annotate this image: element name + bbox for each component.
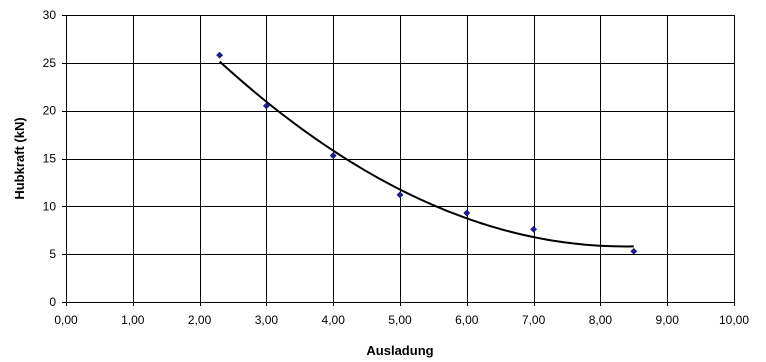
x-tick-label: 4,00 — [322, 313, 346, 327]
y-tick-label: 20 — [43, 104, 57, 118]
y-axis-title: Hubkraft (kN) — [12, 117, 27, 199]
x-tick-label: 2,00 — [188, 313, 212, 327]
x-tick-label: 7,00 — [522, 313, 546, 327]
axes — [62, 15, 735, 306]
x-tick-label: 3,00 — [255, 313, 279, 327]
y-tick-label: 15 — [43, 152, 57, 166]
x-tick-label: 5,00 — [388, 313, 412, 327]
data-point — [262, 102, 270, 110]
data-point — [463, 209, 471, 217]
grid — [66, 15, 735, 303]
y-tick-label: 5 — [49, 247, 56, 261]
x-tick-label: 0,00 — [54, 313, 78, 327]
data-point — [396, 191, 404, 199]
y-tick-label: 25 — [43, 56, 57, 70]
trendline-curve — [218, 60, 634, 248]
trendline — [218, 60, 634, 248]
plot-frame — [66, 15, 735, 303]
x-tick-label: 6,00 — [455, 313, 479, 327]
x-tick-label: 8,00 — [589, 313, 613, 327]
data-points — [216, 51, 638, 255]
x-tick-label: 1,00 — [121, 313, 145, 327]
y-tick-label: 10 — [43, 199, 57, 213]
tick-labels: 0,00 1,00 2,00 3,00 4,00 5,00 6,00 7,00 8,00 9,00… — [43, 8, 750, 327]
data-point — [530, 225, 538, 233]
x-tick-label: 9,00 — [656, 313, 680, 327]
data-point — [216, 51, 224, 59]
data-point — [329, 152, 337, 160]
x-tick-label: 10,00 — [719, 313, 749, 327]
y-tick-label: 0 — [49, 295, 56, 309]
y-tick-label: 30 — [43, 8, 57, 22]
x-axis-title: Ausladung — [366, 343, 433, 358]
data-point — [630, 247, 638, 255]
